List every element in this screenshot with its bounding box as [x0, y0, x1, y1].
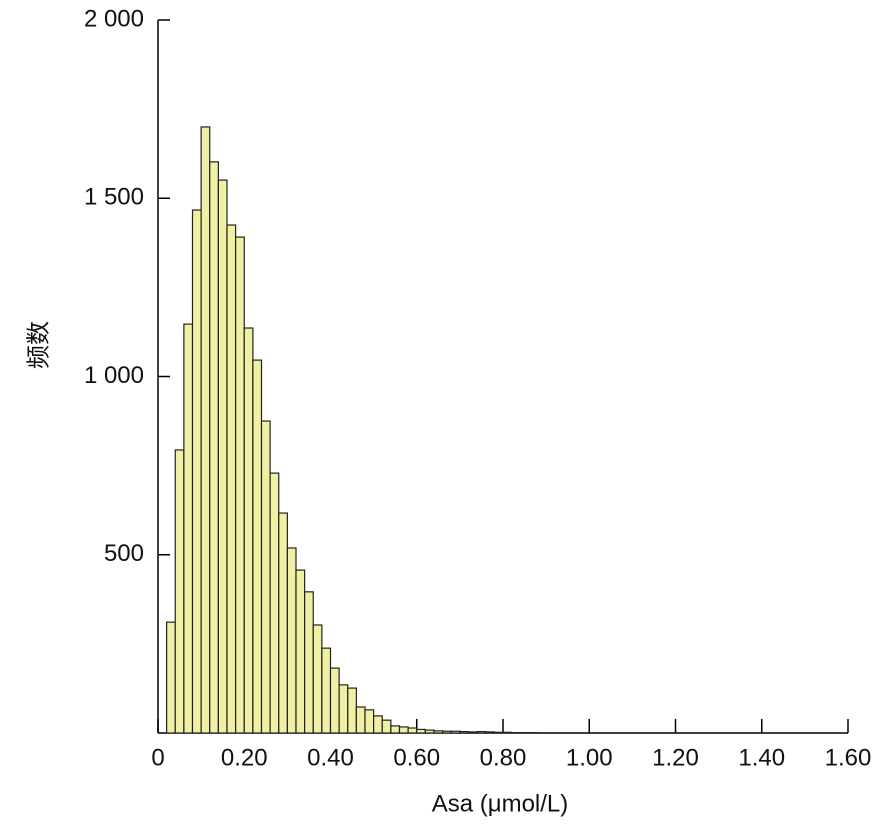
bar [493, 731, 504, 734]
bar [243, 327, 254, 734]
bar [407, 727, 418, 734]
bar [304, 591, 314, 734]
bar [347, 687, 357, 734]
bar [312, 624, 323, 734]
bar [286, 547, 297, 734]
bar [338, 684, 349, 734]
bar [252, 359, 263, 734]
y-axis-title: 频数 [25, 321, 52, 369]
y-tick-label: 500 [104, 540, 144, 567]
bar [329, 667, 340, 734]
y-tick-label: 2 000 [84, 5, 144, 32]
y-tick-label: 1 500 [84, 184, 144, 211]
bar [433, 730, 444, 734]
bar [217, 179, 228, 734]
bar [355, 706, 366, 734]
x-tick-label: 0 [151, 744, 164, 771]
bar [166, 621, 176, 734]
x-tick-label: 1.00 [566, 744, 613, 771]
x-axis-title: Asa (μmol/L) [432, 790, 569, 817]
bar [200, 126, 211, 734]
bar [364, 709, 375, 734]
bar [467, 731, 478, 734]
bar [476, 730, 487, 734]
x-tick-label: 1.40 [738, 744, 785, 771]
bar [260, 420, 271, 734]
x-tick-label: 0.80 [480, 744, 527, 771]
bar [398, 726, 409, 734]
x-tick-label: 0.40 [307, 744, 354, 771]
x-tick-label: 1.60 [825, 744, 872, 771]
x-tick-label: 0.60 [393, 744, 440, 771]
bar [278, 512, 288, 734]
bar [416, 728, 426, 734]
bar [390, 725, 401, 734]
bar [321, 647, 332, 734]
bar [373, 715, 383, 734]
bar [502, 731, 513, 734]
bar [183, 323, 194, 734]
bar [485, 731, 495, 734]
bar [381, 719, 392, 734]
bar [191, 209, 202, 734]
bar [235, 236, 245, 734]
bar [442, 730, 452, 734]
bar [295, 569, 306, 734]
y-tick-label: 1 000 [84, 362, 144, 389]
bar [450, 730, 461, 734]
bar [226, 224, 237, 734]
bar [174, 449, 185, 734]
x-tick-label: 1.20 [652, 744, 699, 771]
bar [459, 730, 470, 734]
bar [424, 729, 435, 734]
bar [269, 472, 280, 734]
bar [209, 161, 219, 734]
x-tick-label: 0.20 [221, 744, 268, 771]
